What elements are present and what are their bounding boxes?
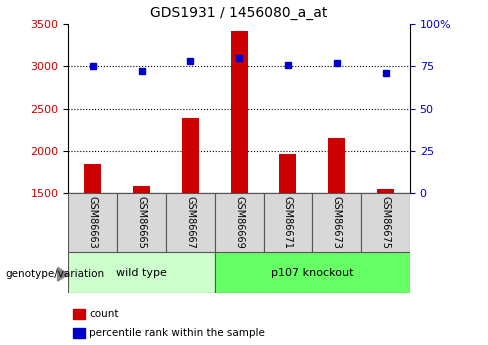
Title: GDS1931 / 1456080_a_at: GDS1931 / 1456080_a_at <box>150 6 328 20</box>
Bar <box>68 252 215 293</box>
Bar <box>361 193 410 252</box>
Bar <box>133 186 150 193</box>
Bar <box>84 165 102 193</box>
Bar <box>182 118 199 193</box>
Bar <box>215 193 264 252</box>
Text: GSM86671: GSM86671 <box>283 196 293 249</box>
Text: wild type: wild type <box>116 268 167 277</box>
Bar <box>117 193 166 252</box>
Text: GSM86663: GSM86663 <box>88 196 98 249</box>
Text: GSM86667: GSM86667 <box>185 196 195 249</box>
Text: GSM86675: GSM86675 <box>381 196 390 249</box>
Text: p107 knockout: p107 knockout <box>271 268 354 277</box>
Text: count: count <box>89 309 119 319</box>
Bar <box>328 138 345 193</box>
Text: genotype/variation: genotype/variation <box>5 269 104 279</box>
Bar <box>279 154 297 193</box>
Text: percentile rank within the sample: percentile rank within the sample <box>89 328 265 338</box>
Text: GSM86665: GSM86665 <box>137 196 146 249</box>
Bar <box>68 193 117 252</box>
Bar <box>264 193 312 252</box>
Bar <box>377 189 394 193</box>
Text: GSM86673: GSM86673 <box>332 196 342 249</box>
Bar <box>215 252 410 293</box>
Bar <box>312 193 361 252</box>
Text: GSM86669: GSM86669 <box>234 196 244 249</box>
Bar <box>166 193 215 252</box>
Bar <box>230 31 248 193</box>
